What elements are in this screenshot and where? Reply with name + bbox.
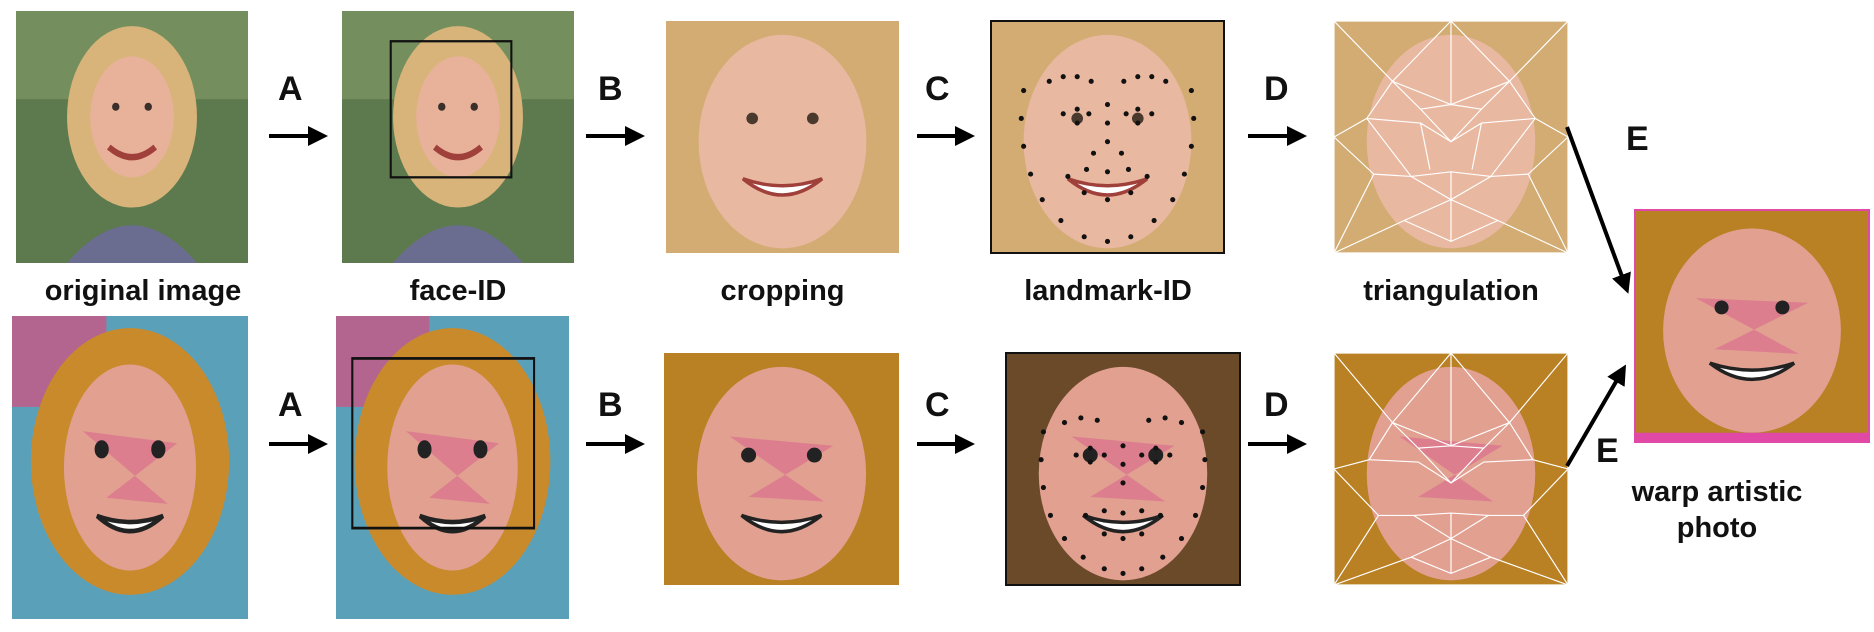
label-warp-line1: warp artistic	[1631, 476, 1803, 508]
label-triangulation: triangulation	[1363, 275, 1539, 307]
arrow-e-top	[1565, 126, 1631, 294]
label-original-image: original image	[44, 275, 242, 307]
original-photo	[16, 11, 248, 263]
artistic-face-id	[336, 316, 569, 619]
label-warp-line2: photo	[1676, 512, 1758, 544]
artistic-original	[12, 316, 248, 619]
step-c-top: C	[925, 70, 950, 108]
face-id-photo	[342, 11, 574, 263]
step-b-top: B	[598, 70, 623, 108]
step-a-top: A	[278, 70, 303, 108]
step-d-top: D	[1264, 70, 1289, 108]
step-a-bottom: A	[278, 386, 303, 424]
label-landmark-id: landmark-ID	[1024, 275, 1192, 307]
step-d-bottom: D	[1264, 386, 1289, 424]
step-c-bottom: C	[925, 386, 950, 424]
warp-artistic-photo	[1634, 209, 1870, 443]
artistic-cropped	[664, 353, 899, 585]
triangulation-photo	[1334, 21, 1568, 253]
label-face-id: face-ID	[409, 275, 507, 307]
landmark-photo	[990, 20, 1225, 254]
cropped-photo	[666, 21, 899, 253]
artistic-landmark	[1005, 352, 1241, 586]
step-b-bottom: B	[598, 386, 623, 424]
step-e-bottom: E	[1596, 432, 1619, 470]
label-cropping: cropping	[720, 275, 845, 307]
artistic-triangulation	[1334, 353, 1568, 585]
step-e-top: E	[1626, 120, 1649, 158]
